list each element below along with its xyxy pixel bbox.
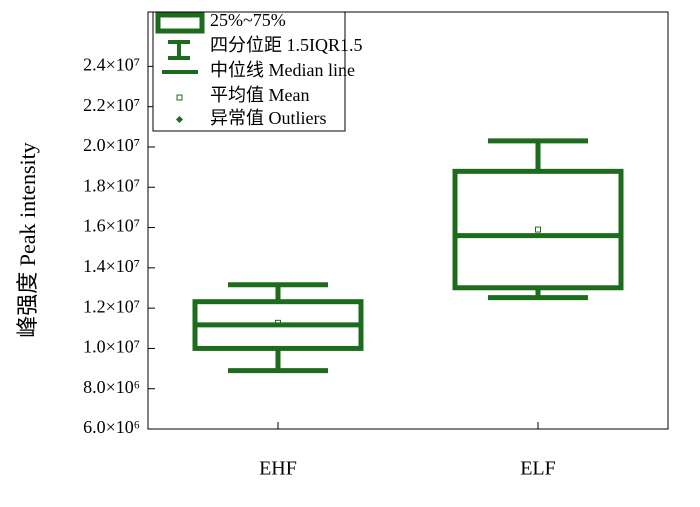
y-tick-label: 1.0×10⁷ <box>83 337 140 357</box>
legend-icon <box>176 116 183 123</box>
mean <box>275 319 281 326</box>
legend-label: 25%~75% <box>210 10 286 30</box>
y-tick-label: 2.4×10⁷ <box>83 55 140 75</box>
legend-label: 异常值 Outliers <box>210 108 327 128</box>
y-axis-label: 峰强度 Peak intensity <box>15 142 40 338</box>
y-tick-label: 1.2×10⁷ <box>83 296 140 316</box>
plot-frame <box>147 11 669 430</box>
legend-label: 平均值 Mean <box>210 85 309 105</box>
legend-icon <box>155 12 205 34</box>
legend-label: 中位线 Median line <box>210 60 355 80</box>
mean <box>535 226 541 233</box>
legend-label: 四分位距 1.5IQR1.5 <box>210 35 363 55</box>
legend-icon <box>176 94 183 101</box>
y-tick-label: 1.4×10⁷ <box>83 256 140 276</box>
y-tick-label: 2.2×10⁷ <box>83 95 140 115</box>
y-tick-label: 6.0×10⁶ <box>83 417 140 437</box>
y-tick-label: 1.8×10⁷ <box>83 175 140 195</box>
box <box>452 168 624 291</box>
x-tick-label: ELF <box>520 458 556 480</box>
y-tick-label: 1.6×10⁷ <box>83 216 140 236</box>
y-tick-label: 2.0×10⁷ <box>83 135 140 155</box>
y-tick-label: 8.0×10⁶ <box>83 377 140 397</box>
x-tick-label: EHF <box>259 458 297 480</box>
